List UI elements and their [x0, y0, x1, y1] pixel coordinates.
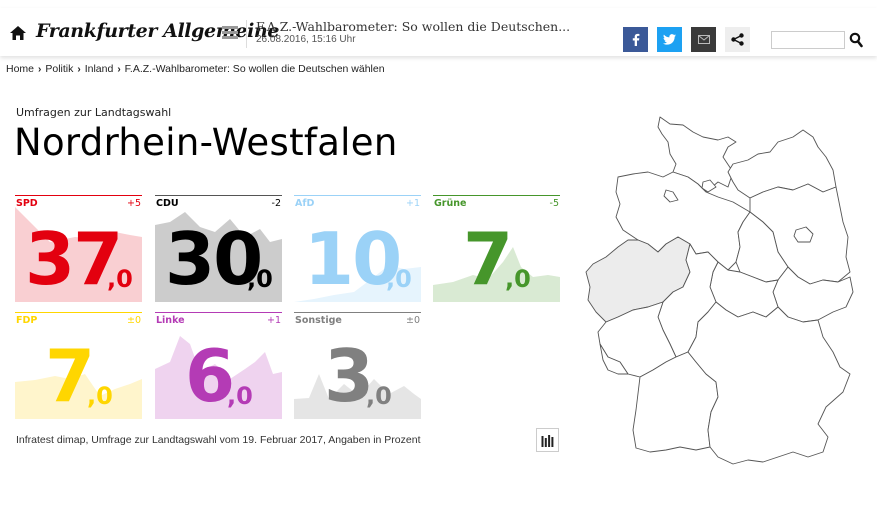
party-color-line	[294, 312, 421, 313]
party-card-cdu[interactable]: CDU -2 30,0	[155, 195, 282, 302]
party-color-line	[294, 195, 421, 196]
party-change: -2	[271, 198, 281, 209]
source-note: Infratest dimap, Umfrage zur Landtagswah…	[16, 434, 421, 446]
breadcrumb-current-article[interactable]: F.A.Z.-Wahlbarometer: So wollen die Deut…	[124, 63, 385, 75]
share-icon	[731, 33, 744, 46]
trend-area-chart	[155, 212, 282, 302]
state-berlin[interactable]	[793, 226, 814, 243]
header-divider	[246, 20, 247, 48]
trend-area-chart	[294, 374, 421, 419]
party-card-gruene[interactable]: Grüne -5 7,0	[433, 195, 560, 302]
party-percentage-decimal: ,0	[107, 265, 133, 293]
trend-area-chart	[15, 207, 142, 302]
chevron-right-icon: ›	[38, 63, 42, 75]
party-name: Sonstige	[295, 315, 342, 326]
email-share-button[interactable]	[691, 27, 716, 52]
page-title: Nordrhein-Westfalen	[14, 121, 398, 164]
chevron-right-icon: ›	[117, 63, 121, 75]
party-change: ±0	[405, 315, 420, 326]
party-card-fdp[interactable]: FDP ±0 7,0	[15, 312, 142, 419]
party-card-sonstige[interactable]: Sonstige ±0 3,0	[294, 312, 421, 419]
state-niedersachsen[interactable]	[615, 171, 751, 271]
trend-area-chart	[294, 265, 421, 302]
party-card-linke[interactable]: Linke +1 6,0	[155, 312, 282, 419]
party-name: Linke	[156, 315, 185, 326]
twitter-icon	[663, 34, 676, 45]
party-color-line	[15, 312, 142, 313]
facebook-share-button[interactable]	[623, 27, 648, 52]
party-percentage-integer: 10	[304, 217, 402, 301]
email-icon	[697, 35, 710, 44]
party-name: CDU	[156, 198, 179, 209]
chevron-right-icon: ›	[77, 63, 81, 75]
trend-area-chart	[155, 336, 282, 419]
state-bayern[interactable]	[687, 301, 851, 465]
home-icon[interactable]	[9, 25, 27, 41]
state-bremen[interactable]	[663, 189, 679, 203]
party-percentage-decimal: ,0	[386, 265, 412, 293]
party-change: +1	[266, 315, 281, 326]
party-percentage-integer: 7	[45, 334, 95, 418]
party-percentage-integer: 30	[165, 217, 263, 301]
party-change: -5	[549, 198, 559, 209]
state-hamburg[interactable]	[701, 179, 717, 193]
trend-area-chart	[15, 374, 142, 419]
party-change: +1	[405, 198, 420, 209]
party-percentage-integer: 3	[324, 334, 374, 418]
party-color-line	[15, 195, 142, 196]
article-date: 26.08.2016, 15:16 Uhr	[256, 34, 356, 45]
party-name: Grüne	[434, 198, 467, 209]
state-saarland[interactable]	[599, 343, 629, 375]
party-percentage-decimal: ,0	[366, 382, 392, 410]
party-card-spd[interactable]: SPD +5 37,0	[15, 195, 142, 302]
top-navigation-bar: Frankfurter Allgemeine F.A.Z.-Wahlbarome…	[0, 8, 877, 56]
party-percentage-integer: 37	[25, 217, 123, 301]
party-percentage-decimal: ,0	[227, 382, 253, 410]
party-percentage-decimal: ,0	[247, 265, 273, 293]
bar-chart-icon	[541, 434, 554, 447]
party-color-line	[155, 195, 282, 196]
party-percentage-integer: 7	[463, 217, 513, 301]
search-input[interactable]	[771, 31, 845, 49]
party-change: +5	[126, 198, 141, 209]
party-name: AfD	[295, 198, 315, 209]
twitter-share-button[interactable]	[657, 27, 682, 52]
party-percentage-decimal: ,0	[505, 265, 531, 293]
germany-map	[585, 116, 854, 465]
trend-area-chart	[433, 247, 560, 302]
breadcrumb-politik[interactable]: Politik	[45, 63, 74, 75]
site-logo[interactable]: Frankfurter Allgemeine	[36, 20, 280, 42]
hamburger-menu-icon[interactable]	[222, 26, 238, 40]
search-icon[interactable]	[849, 32, 863, 48]
party-card-afd[interactable]: AfD +1 10,0	[294, 195, 421, 302]
party-name: FDP	[16, 315, 38, 326]
party-change: ±0	[126, 315, 141, 326]
share-button[interactable]	[725, 27, 750, 52]
breadcrumb-home[interactable]: Home	[6, 63, 35, 75]
party-color-line	[433, 195, 560, 196]
breadcrumb-inland[interactable]: Inland	[84, 63, 114, 75]
party-name: SPD	[16, 198, 38, 209]
chart-view-button[interactable]	[536, 428, 559, 452]
article-title[interactable]: F.A.Z.-Wahlbarometer: So wollen die Deut…	[256, 19, 571, 34]
party-percentage-integer: 6	[185, 334, 235, 418]
facebook-icon	[632, 33, 639, 46]
party-percentage-decimal: ,0	[87, 382, 113, 410]
breadcrumb: Home › Politik › Inland › F.A.Z.-Wahlbar…	[6, 63, 385, 75]
page-kicker: Umfragen zur Landtagswahl	[16, 106, 172, 119]
party-color-line	[155, 312, 282, 313]
